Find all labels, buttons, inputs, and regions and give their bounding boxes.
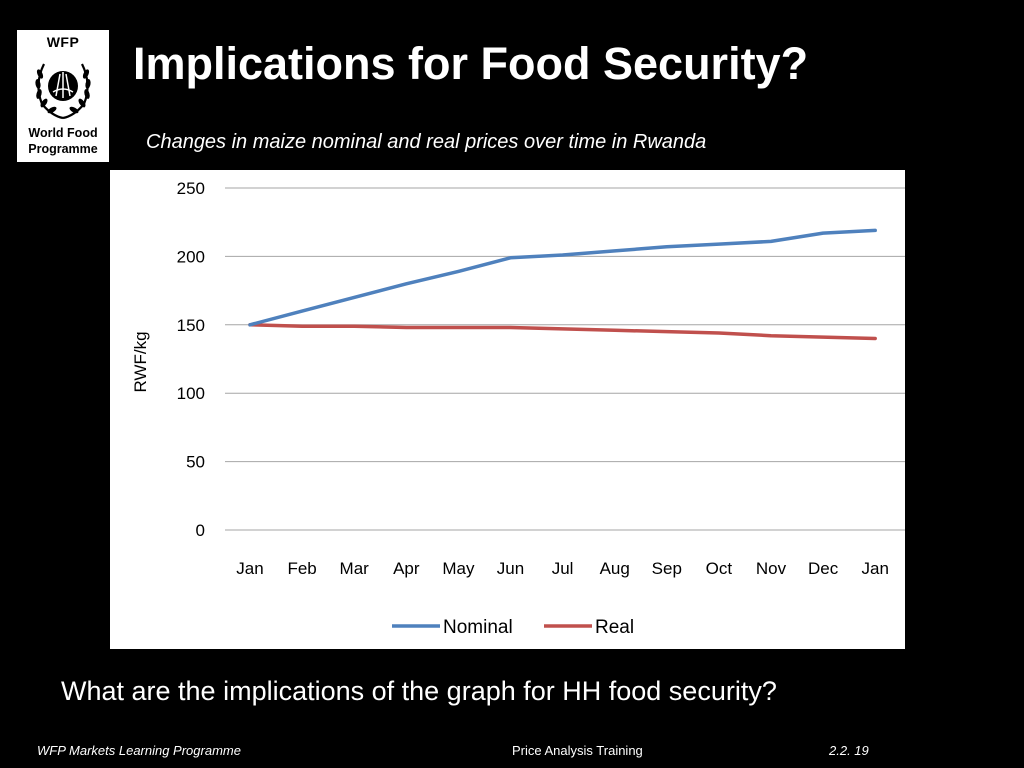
x-tick-label: Mar [340,559,370,578]
x-tick-label: Aug [600,559,630,578]
x-tick-label: Feb [287,559,316,578]
x-tick-label: Sep [652,559,682,578]
price-chart: 0 50 100 150 200 250 Jan Feb Mar Apr May Jun Jul Aug… [110,170,905,649]
x-tick-label: Jun [497,559,524,578]
footer-center: Price Analysis Training [512,743,643,758]
series-line-nominal [248,228,877,327]
wfp-emblem-icon [35,63,91,120]
wfp-logo: WFP World Food Programme [17,30,109,162]
slide-title: Implications for Food Security? [133,38,809,89]
x-tick-label: May [442,559,475,578]
y-tick-label: 200 [177,247,205,266]
x-tick-label: Jan [236,559,263,578]
y-tick-label: 50 [186,453,205,472]
y-tick-label: 0 [196,521,205,540]
y-tick-label: 250 [177,179,205,198]
x-tick-label: Oct [706,559,733,578]
chart-subtitle: Changes in maize nominal and real prices… [146,131,707,153]
x-tick-label: Jul [552,559,574,578]
legend-label-real: Real [595,617,634,638]
y-tick-label: 150 [177,316,205,335]
x-tick-label: Apr [393,559,420,578]
line-chart: 0 50 100 150 200 250 Jan Feb Mar Apr May Jun Jul Aug… [131,179,905,638]
legend-label-nominal: Nominal [443,617,513,638]
discussion-question: What are the implications of the graph f… [61,676,777,706]
y-tick-label: 100 [177,384,205,403]
footer-right: 2.2. 19 [829,743,869,758]
logo-line2: Programme [28,142,98,156]
x-tick-label: Jan [861,559,888,578]
x-tick-label: Dec [808,559,839,578]
logo-acronym: WFP [46,34,80,50]
y-axis-label: RWF/kg [131,331,150,392]
x-tick-label: Nov [756,559,787,578]
series-line-real [248,323,877,341]
logo-line1: World Food [28,126,98,140]
footer-left: WFP Markets Learning Programme [37,743,241,758]
